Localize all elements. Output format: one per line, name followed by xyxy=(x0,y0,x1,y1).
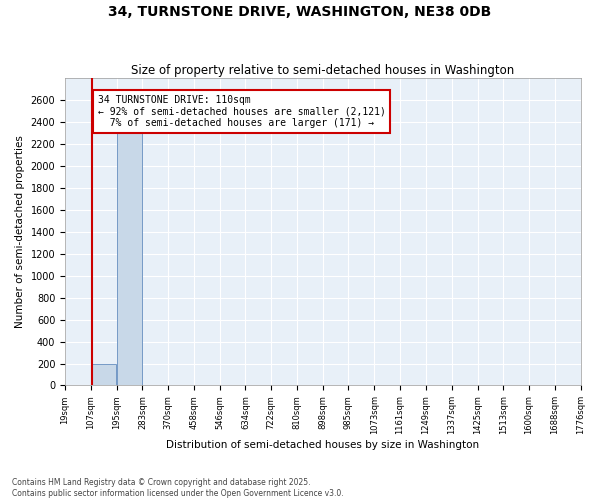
X-axis label: Distribution of semi-detached houses by size in Washington: Distribution of semi-detached houses by … xyxy=(166,440,479,450)
Text: 34 TURNSTONE DRIVE: 110sqm
← 92% of semi-detached houses are smaller (2,121)
  7: 34 TURNSTONE DRIVE: 110sqm ← 92% of semi… xyxy=(98,95,385,128)
Title: Size of property relative to semi-detached houses in Washington: Size of property relative to semi-detach… xyxy=(131,64,514,77)
Bar xyxy=(117,100,142,386)
Y-axis label: Number of semi-detached properties: Number of semi-detached properties xyxy=(15,136,25,328)
Bar xyxy=(91,364,116,386)
Text: 34, TURNSTONE DRIVE, WASHINGTON, NE38 0DB: 34, TURNSTONE DRIVE, WASHINGTON, NE38 0D… xyxy=(109,5,491,19)
Text: Contains HM Land Registry data © Crown copyright and database right 2025.
Contai: Contains HM Land Registry data © Crown c… xyxy=(12,478,344,498)
